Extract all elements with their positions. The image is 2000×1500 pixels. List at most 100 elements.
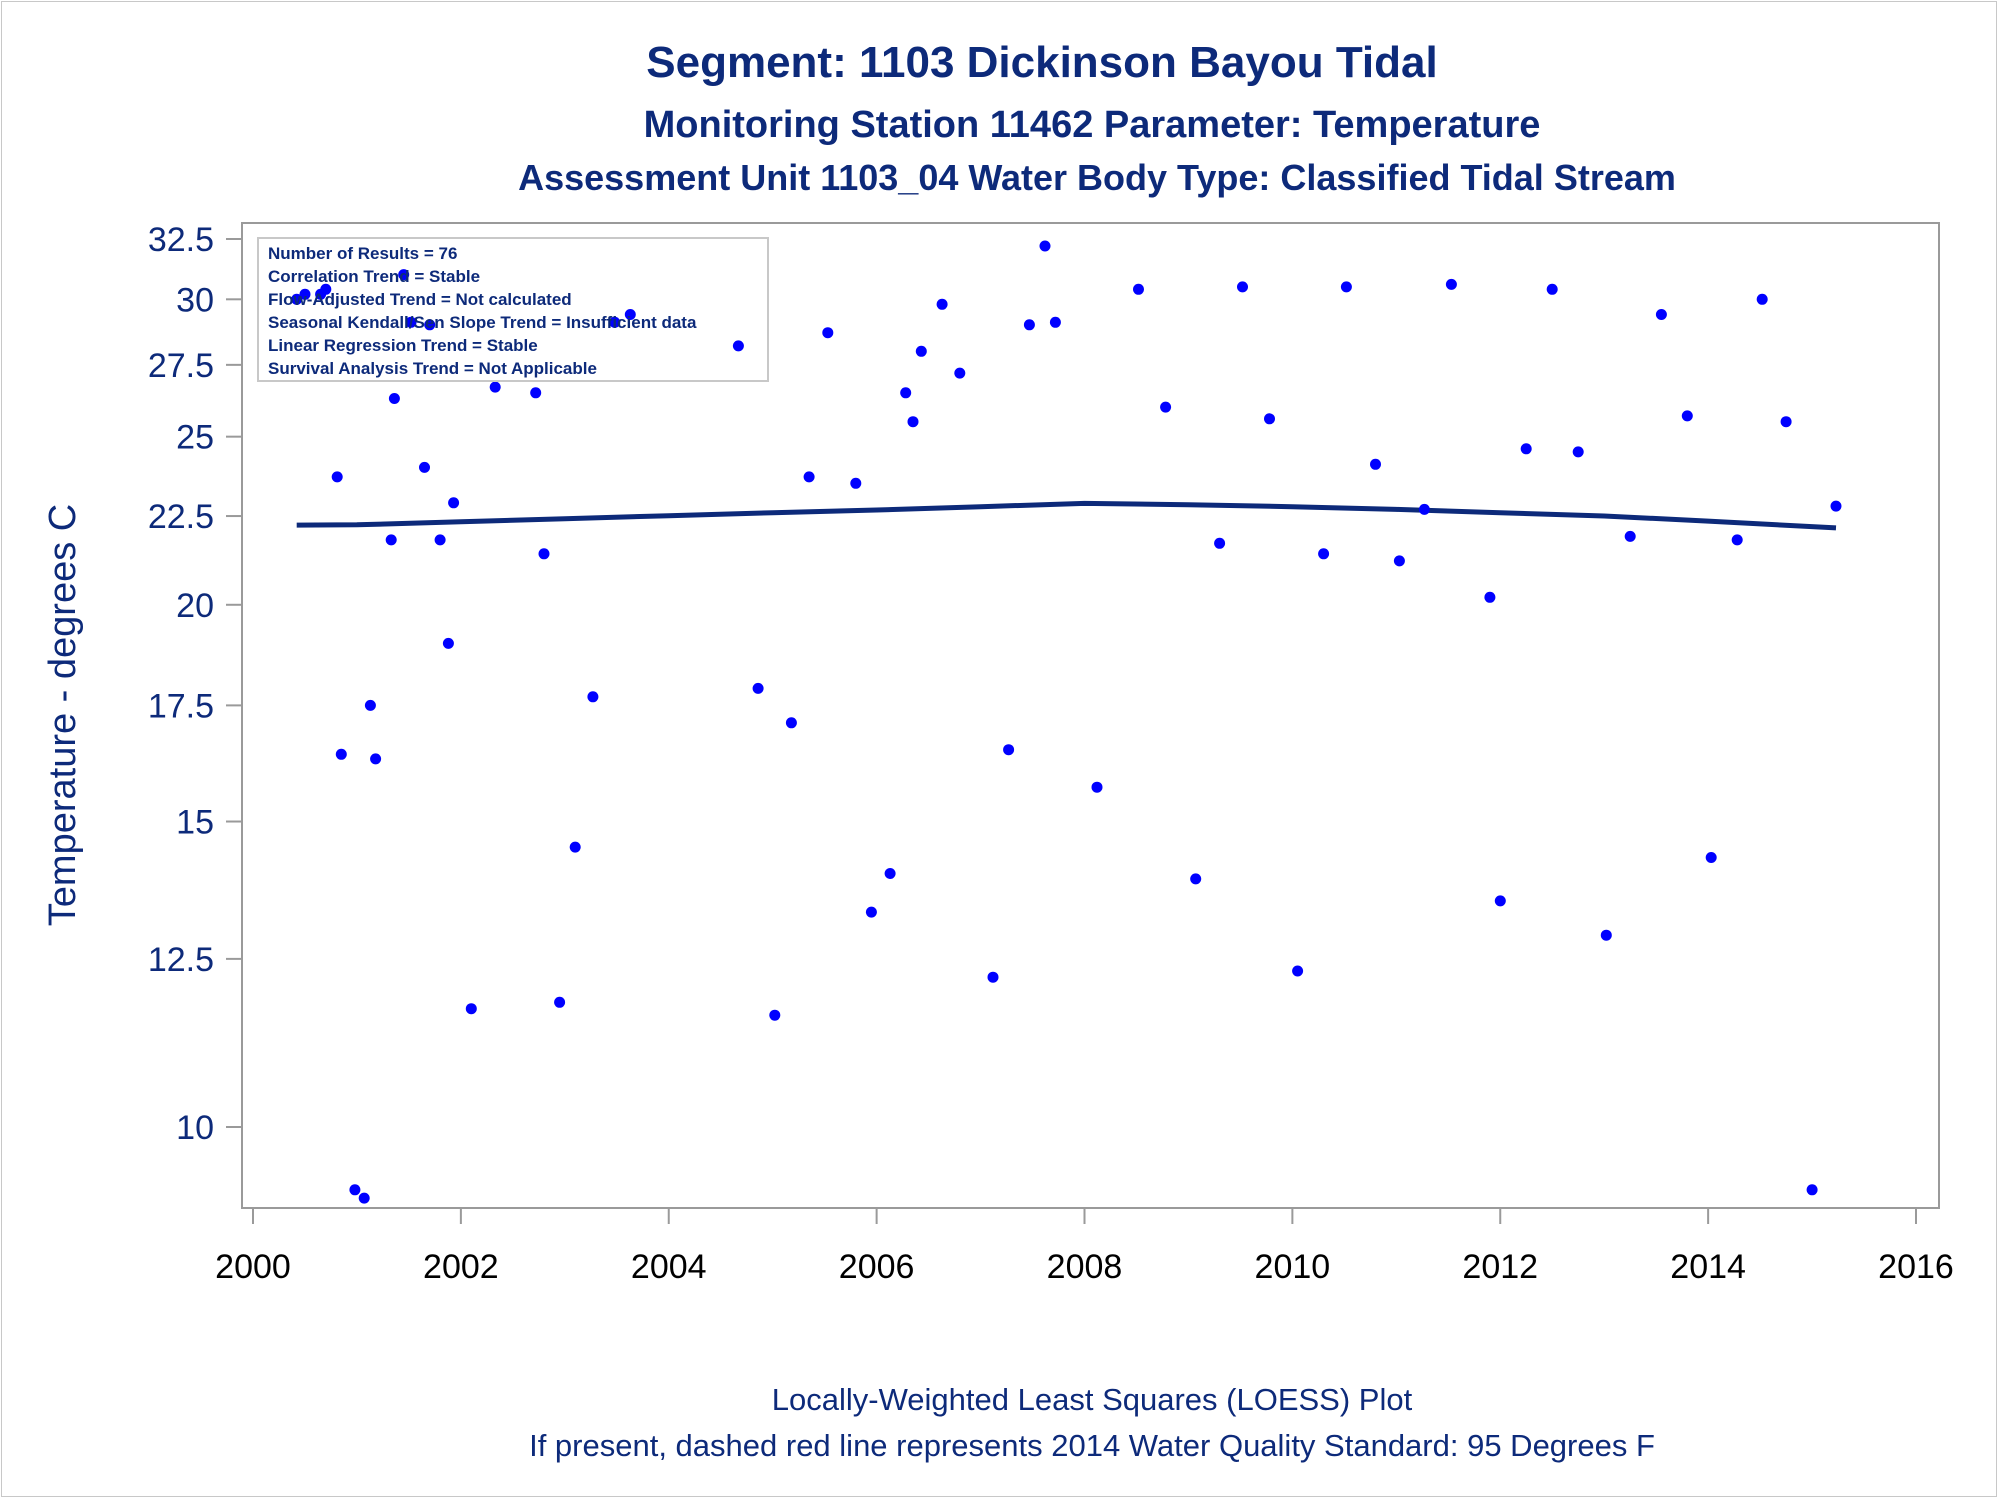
data-point [587, 691, 599, 703]
data-point [1705, 852, 1717, 863]
data-point [405, 316, 417, 328]
data-point [349, 1184, 361, 1196]
data-point [1681, 410, 1693, 422]
data-point [884, 868, 896, 879]
y-tick-label: 27.5 [148, 347, 214, 385]
chart-title: Segment: 1103 Dickinson Bayou Tidal [646, 38, 1437, 87]
data-point [1546, 283, 1558, 295]
data-point [434, 534, 446, 546]
loess-line [296, 500, 1837, 531]
data-point [1023, 319, 1035, 331]
data-point [1624, 530, 1636, 542]
data-point [1445, 278, 1457, 290]
data-point [358, 1192, 370, 1204]
data-point [865, 906, 877, 918]
data-point [442, 637, 454, 649]
y-tick-label: 25 [176, 419, 214, 457]
data-point [388, 393, 400, 404]
data-point [448, 497, 460, 509]
data-point [1494, 895, 1506, 907]
data-point [299, 288, 311, 300]
data-point [915, 345, 927, 357]
x-tick-label: 2016 [1878, 1248, 1954, 1286]
data-point [424, 319, 436, 331]
data-point [554, 996, 566, 1008]
data-point [936, 298, 948, 310]
data-point [1049, 316, 1061, 328]
data-point [1484, 591, 1496, 603]
data-point [465, 1003, 477, 1015]
chart-subtitle-2: Assessment Unit 1103_04 Water Body Type:… [518, 157, 1676, 198]
data-point [769, 1009, 781, 1021]
y-tick-label: 20 [176, 587, 214, 625]
data-point [1393, 555, 1405, 567]
x-tick-label: 2000 [215, 1248, 291, 1286]
data-point [1731, 534, 1743, 546]
data-point [291, 293, 303, 305]
info-line: Number of Results = 76 [268, 244, 457, 263]
data-point [1160, 401, 1172, 413]
x-axis: 2000 2002 2004 2006 2008 2010 2012 2014 2016 [215, 1208, 1954, 1286]
y-tick-label: 15 [176, 804, 214, 842]
y-tick-label: 32.5 [148, 221, 214, 259]
data-point [1756, 293, 1768, 305]
x-tick-label: 2008 [1047, 1248, 1123, 1286]
data-point [900, 387, 912, 399]
data-point [609, 316, 621, 328]
trend-info-box: Number of Results = 76 Correlation Trend… [257, 237, 769, 382]
data-point [1655, 309, 1667, 320]
data-point [1190, 873, 1202, 885]
data-point [907, 416, 919, 428]
x-tick-label: 2006 [839, 1248, 915, 1286]
data-point [1520, 443, 1532, 455]
data-point [624, 309, 636, 320]
y-tick-label: 30 [176, 281, 214, 319]
data-point [335, 748, 347, 760]
y-axis-label: Temperature - degrees C [42, 504, 84, 926]
data-point [803, 471, 815, 483]
data-point [1340, 281, 1352, 293]
info-line: Linear Regression Trend = Stable [268, 336, 538, 355]
data-point [1292, 965, 1304, 977]
x-tick-label: 2012 [1462, 1248, 1538, 1286]
data-point [850, 477, 862, 489]
data-point [1091, 781, 1103, 793]
info-line: Correlation Trend = Stable [268, 267, 480, 286]
data-point [370, 753, 382, 765]
data-point [1830, 500, 1842, 512]
data-point [1003, 744, 1015, 756]
plot-area [241, 222, 1940, 1209]
footnote-standard: If present, dashed red line represents 2… [529, 1428, 1655, 1463]
data-point [1370, 458, 1381, 470]
data-point [331, 471, 343, 483]
x-tick-label: 2010 [1255, 1248, 1331, 1286]
data-point [987, 971, 999, 983]
data-point [1418, 503, 1430, 515]
y-tick-label: 10 [176, 1109, 214, 1147]
data-point [752, 682, 764, 694]
info-line: Flow-Adjusted Trend = Not calculated [268, 290, 572, 309]
data-point [822, 327, 834, 339]
data-point [398, 269, 410, 281]
y-axis: 10 12.5 15 17.5 20 22.5 25 27.5 30 32.5 [148, 221, 242, 1147]
data-point [364, 699, 376, 711]
y-tick-label: 22.5 [148, 498, 214, 536]
data-point [732, 340, 744, 352]
scatter-series [291, 240, 1842, 1204]
data-point [954, 367, 966, 379]
data-point [530, 387, 542, 399]
data-point [1600, 929, 1612, 941]
data-point [1237, 281, 1248, 293]
data-point [1133, 283, 1144, 295]
x-tick-label: 2004 [631, 1248, 707, 1286]
data-point [1214, 537, 1226, 549]
data-point [1264, 413, 1275, 425]
data-point [489, 381, 501, 393]
y-tick-label: 12.5 [148, 941, 214, 979]
data-point [1318, 548, 1330, 560]
data-point [538, 548, 550, 560]
x-tick-label: 2002 [423, 1248, 499, 1286]
data-point [785, 717, 797, 729]
loess-line-series [296, 500, 1837, 531]
